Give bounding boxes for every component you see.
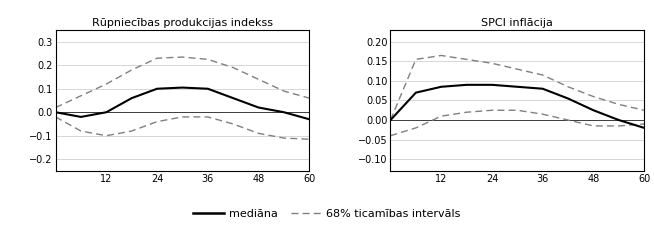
Title: Rūpniecības produkcijas indekss: Rūpniecības produkcijas indekss (92, 18, 273, 28)
Legend: mediāna, 68% ticamības intervāls: mediāna, 68% ticamības intervāls (189, 204, 465, 223)
Title: SPCI inflācija: SPCI inflācija (481, 18, 553, 28)
